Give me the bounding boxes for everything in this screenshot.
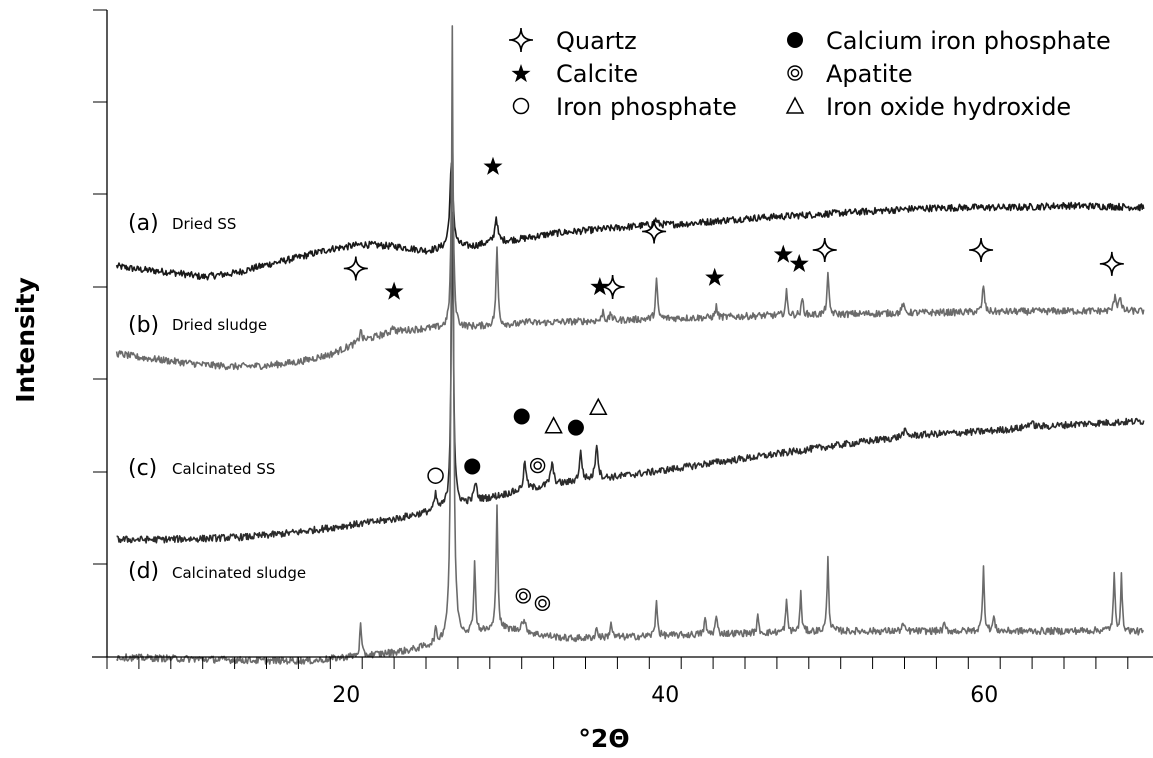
series-line-b — [115, 120, 1145, 371]
x-tick-label: 40 — [651, 683, 679, 708]
legend-item-iron-oxide-hydroxide: Iron oxide hydroxide — [786, 93, 1071, 121]
calcium-iron-phosphate-marker — [464, 458, 481, 475]
series-letter-a: (a) — [128, 211, 159, 236]
series-layer — [115, 25, 1145, 665]
calcium-iron-phosphate-marker-icon — [787, 32, 803, 48]
legend-item-iron-phosphate: Iron phosphate — [512, 93, 737, 121]
legend-label-iron-phosphate: Iron phosphate — [556, 93, 737, 121]
legend-label-iron-oxide-hydroxide: Iron oxide hydroxide — [826, 93, 1071, 121]
series-name-b: Dried sludge — [172, 316, 267, 334]
apatite-marker — [515, 588, 531, 604]
x-axis-tick-labels: 20 40 60 — [332, 683, 998, 708]
series-label-c: (c) Calcinated SS — [128, 456, 275, 481]
quartz-marker — [599, 274, 626, 300]
plot-area — [115, 25, 1145, 665]
calcite-marker — [773, 244, 793, 263]
quartz-marker-icon — [508, 27, 534, 53]
calcite-marker — [705, 267, 725, 286]
calcium-iron-phosphate-marker — [567, 419, 584, 436]
series-name-c: Calcinated SS — [172, 460, 275, 478]
apatite-marker-icon — [787, 65, 803, 81]
series-letter-b: (b) — [128, 313, 159, 338]
series-name-d: Calcinated sludge — [172, 564, 306, 582]
apatite-marker — [529, 457, 546, 474]
x-axis-title: °2Θ — [578, 724, 629, 753]
series-label-b: (b) Dried sludge — [128, 313, 267, 338]
legend: Quartz Calcite Iron phosphate Calcium ir… — [508, 27, 1111, 121]
y-axis-title: Intensity — [11, 277, 40, 403]
apatite-marker — [534, 595, 551, 612]
x-tick-label: 60 — [970, 683, 998, 708]
iron-oxide-hydroxide-marker — [544, 417, 563, 434]
iron-phosphate-marker-icon — [512, 97, 530, 115]
x-axis-ticks — [106, 657, 1129, 669]
y-axis-ticks — [93, 9, 107, 565]
calcite-marker-icon — [511, 64, 531, 83]
axes: 20 40 60 — [92, 9, 1153, 708]
legend-label-calcium-iron-phosphate: Calcium iron phosphate — [826, 27, 1111, 55]
series-line-a — [115, 162, 1145, 281]
iron-phosphate-marker — [427, 467, 444, 484]
series-line-c — [116, 211, 1145, 544]
series-line-d — [116, 25, 1144, 665]
phase-marker-layer — [343, 156, 1125, 612]
series-labels: (a) Dried SS (b) Dried sludge (c) Calcin… — [128, 211, 306, 584]
quartz-marker — [1099, 251, 1125, 277]
series-letter-d: (d) — [128, 559, 159, 584]
legend-label-calcite: Calcite — [556, 60, 638, 88]
legend-item-calcite: Calcite — [511, 60, 638, 88]
quartz-marker — [343, 255, 369, 282]
legend-label-quartz: Quartz — [556, 27, 637, 55]
quartz-marker — [968, 237, 994, 263]
series-name-a: Dried SS — [172, 215, 236, 233]
calcite-marker — [789, 253, 809, 272]
iron-oxide-hydroxide-marker-icon — [786, 97, 804, 114]
calcite-marker — [384, 281, 404, 300]
legend-item-calcium-iron-phosphate: Calcium iron phosphate — [787, 27, 1111, 55]
quartz-marker — [811, 237, 838, 263]
iron-oxide-hydroxide-marker — [589, 398, 608, 415]
series-label-a: (a) Dried SS — [128, 211, 236, 236]
calcite-marker — [483, 156, 503, 175]
calcium-iron-phosphate-marker — [513, 408, 530, 425]
legend-item-quartz: Quartz — [508, 27, 637, 55]
legend-item-apatite: Apatite — [787, 60, 913, 88]
series-label-d: (d) Calcinated sludge — [128, 559, 306, 584]
series-letter-c: (c) — [128, 456, 157, 481]
legend-label-apatite: Apatite — [826, 60, 913, 88]
x-tick-label: 20 — [332, 683, 360, 708]
